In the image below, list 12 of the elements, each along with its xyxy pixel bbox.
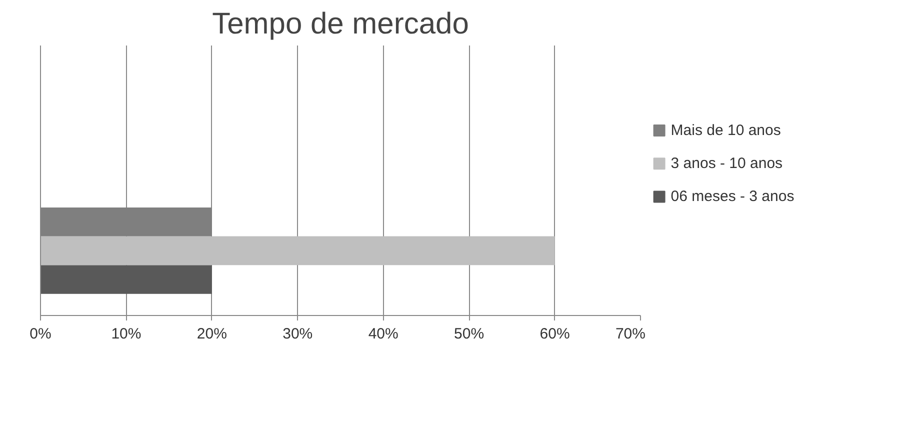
- x-tick-label: 70%: [615, 326, 646, 342]
- x-tick-label: 10%: [111, 326, 142, 342]
- x-tick-label: 0%: [30, 326, 52, 342]
- legend-label: 06 meses - 3 anos: [670, 188, 794, 206]
- x-tick-label: 60%: [540, 326, 570, 342]
- legend-label: 3 anos - 10 anos: [670, 155, 783, 172]
- x-tick-label: 40%: [368, 326, 398, 342]
- chart-title: Tempo de mercado: [212, 8, 469, 40]
- legend-label: Mais de 10 anos: [670, 122, 781, 140]
- x-tick-label: 50%: [454, 326, 484, 342]
- x-tick-label: 20%: [196, 326, 227, 342]
- x-tick-label: 30%: [282, 326, 313, 342]
